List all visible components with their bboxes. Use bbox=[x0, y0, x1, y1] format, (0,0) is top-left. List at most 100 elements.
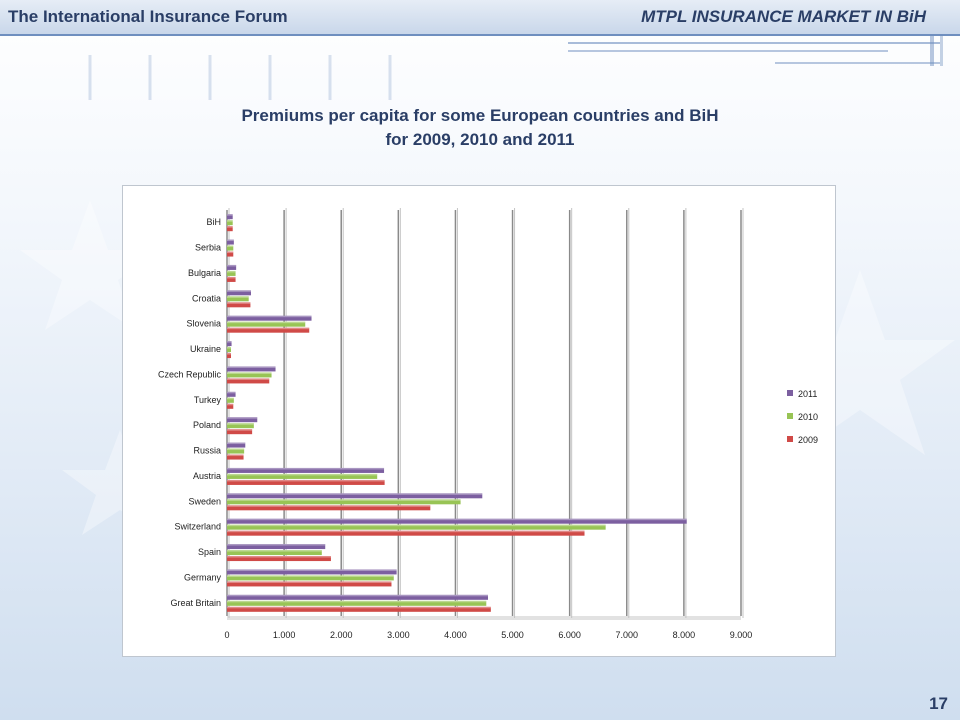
bar-highlight bbox=[227, 479, 385, 482]
bar-2010-russia bbox=[227, 448, 245, 454]
bar-highlight bbox=[227, 264, 237, 267]
x-tick-label: 3.000 bbox=[387, 630, 410, 640]
bar-highlight bbox=[227, 518, 687, 521]
bar-2011-spain bbox=[227, 544, 326, 550]
bar-2011-germany bbox=[227, 569, 397, 575]
bar-highlight bbox=[227, 321, 306, 324]
bar-2011-turkey bbox=[227, 391, 236, 397]
bar-2010-serbia bbox=[227, 245, 234, 251]
bar-highlight bbox=[227, 403, 234, 406]
bar-2011-bih bbox=[227, 214, 233, 220]
legend-label-2011: 2011 bbox=[798, 389, 817, 399]
bar-2010-great-britain bbox=[227, 600, 487, 606]
chart-title-line-1: Premiums per capita for some European co… bbox=[241, 106, 719, 125]
bar-highlight bbox=[227, 417, 258, 419]
bar-2011-serbia bbox=[227, 239, 234, 245]
legend-label-2010: 2010 bbox=[798, 412, 818, 422]
bar-2010-sweden bbox=[227, 499, 461, 505]
forum-name: The International Insurance Forum bbox=[8, 7, 288, 26]
x-tick-label: 5.000 bbox=[501, 630, 524, 640]
category-label: BiH bbox=[206, 217, 221, 227]
bar-highlight bbox=[227, 530, 585, 533]
x-tick-label: 8.000 bbox=[673, 630, 696, 640]
category-label: Great Britain bbox=[170, 598, 221, 608]
bar-highlight bbox=[227, 302, 251, 304]
bar-highlight bbox=[227, 397, 234, 400]
category-label: Sweden bbox=[188, 496, 221, 506]
bar-highlight bbox=[227, 448, 245, 451]
bar-highlight bbox=[227, 442, 246, 445]
bar-highlight bbox=[227, 251, 234, 254]
bar-highlight bbox=[227, 391, 236, 394]
bar-2010-germany bbox=[227, 575, 394, 581]
bar-2010-czech-republic bbox=[227, 372, 272, 378]
bar-2011-switzerland bbox=[227, 518, 687, 524]
bar-chart: 0 1.000 2.000 3.000 4.000 5.000 6.000 7.000 8.00… bbox=[158, 208, 818, 640]
bar-2009-bih bbox=[227, 226, 233, 232]
category-label: Bulgaria bbox=[188, 268, 221, 278]
bar-highlight bbox=[227, 473, 378, 476]
bar-highlight bbox=[227, 214, 233, 216]
bar-highlight bbox=[227, 378, 270, 380]
bar-2009-spain bbox=[227, 556, 331, 562]
category-label: Slovenia bbox=[186, 319, 221, 329]
bar-highlight bbox=[227, 315, 312, 318]
bar-highlight bbox=[227, 524, 606, 527]
bar-2010-bulgaria bbox=[227, 270, 236, 276]
bar-highlight bbox=[227, 544, 326, 546]
bar-2009-bulgaria bbox=[227, 276, 236, 282]
category-label: Poland bbox=[193, 420, 221, 430]
bar-highlight bbox=[227, 606, 491, 609]
bar-2010-ukraine bbox=[227, 347, 231, 353]
bar-highlight bbox=[227, 569, 397, 571]
bar-2011-czech-republic bbox=[227, 366, 276, 372]
x-tick-label: 0 bbox=[224, 630, 229, 640]
bar-highlight bbox=[227, 600, 487, 603]
bar-highlight bbox=[227, 270, 236, 273]
header-bar: The International Insurance Forum MTPL I… bbox=[0, 0, 960, 36]
bar-highlight bbox=[227, 505, 431, 507]
bar-highlight bbox=[227, 429, 253, 431]
category-label: Serbia bbox=[195, 243, 221, 253]
bar-2009-czech-republic bbox=[227, 378, 270, 384]
bar-highlight bbox=[227, 581, 392, 583]
bar-2009-russia bbox=[227, 454, 244, 460]
legend-swatch-2011 bbox=[787, 390, 793, 396]
bar-2009-great-britain bbox=[227, 606, 491, 612]
category-label: Turkey bbox=[194, 395, 222, 405]
bar-highlight bbox=[227, 341, 232, 343]
x-tick-label: 6.000 bbox=[558, 630, 581, 640]
bar-highlight bbox=[227, 220, 233, 222]
bar-highlight bbox=[227, 499, 461, 501]
bar-highlight bbox=[227, 226, 233, 228]
bar-highlight bbox=[227, 366, 276, 368]
bar-2011-croatia bbox=[227, 290, 251, 296]
x-tick-label: 1.000 bbox=[273, 630, 296, 640]
legend-swatch-2010 bbox=[787, 413, 793, 419]
bar-highlight bbox=[227, 556, 331, 558]
bar-2010-croatia bbox=[227, 296, 249, 302]
chart-frame: 0 1.000 2.000 3.000 4.000 5.000 6.000 7.000 8.00… bbox=[122, 185, 836, 657]
legend-swatch-2009 bbox=[787, 436, 793, 442]
bar-highlight bbox=[227, 423, 254, 425]
bar-2009-serbia bbox=[227, 251, 234, 257]
bar-2011-poland bbox=[227, 417, 258, 423]
x-tick-label: 7.000 bbox=[616, 630, 639, 640]
bar-2011-bulgaria bbox=[227, 264, 237, 270]
bar-2010-poland bbox=[227, 423, 254, 429]
page-number: 17 bbox=[929, 694, 948, 713]
bar-2009-austria bbox=[227, 479, 385, 485]
bar-2010-spain bbox=[227, 550, 322, 556]
plot-floor bbox=[227, 616, 741, 620]
bar-highlight bbox=[227, 493, 483, 495]
category-label: Austria bbox=[193, 471, 221, 481]
category-label: Croatia bbox=[192, 293, 221, 303]
bar-highlight bbox=[227, 372, 272, 374]
bar-2009-sweden bbox=[227, 505, 431, 511]
bar-highlight bbox=[227, 550, 322, 552]
bar-2010-slovenia bbox=[227, 321, 306, 327]
category-label: Germany bbox=[184, 572, 222, 582]
bar-2010-austria bbox=[227, 473, 378, 479]
bar-2011-russia bbox=[227, 442, 246, 448]
bar-highlight bbox=[227, 575, 394, 577]
